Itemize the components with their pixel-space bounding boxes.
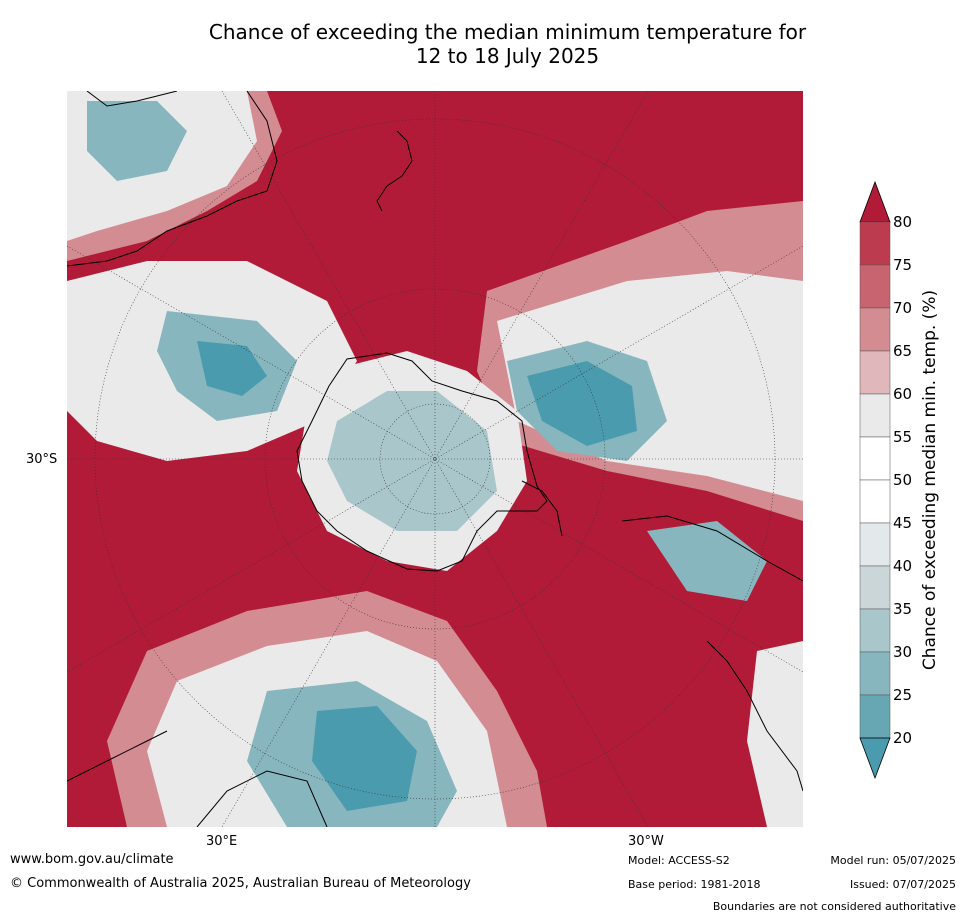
map-title: Chance of exceeding the median minimum t… bbox=[140, 20, 875, 68]
lon-label-30w: 30°W bbox=[628, 834, 664, 849]
region-antarctica-cool bbox=[327, 391, 497, 531]
colorbar-segment bbox=[859, 307, 891, 352]
colorbar-title: Chance of exceeding median min. temp. (%… bbox=[920, 289, 940, 671]
colorbar-segment bbox=[859, 393, 891, 438]
antarctic-peninsula bbox=[521, 480, 563, 537]
colorbar-tick-label: 80 bbox=[893, 213, 913, 231]
region-pacific-cool-core bbox=[312, 706, 417, 811]
colorbar-svg bbox=[859, 180, 891, 780]
antarctica-coastline bbox=[296, 352, 548, 572]
colorbar-tick-label: 40 bbox=[893, 557, 913, 575]
new-zealand-coastline bbox=[376, 130, 413, 212]
footer-copyright: © Commonwealth of Australia 2025, Austra… bbox=[10, 876, 471, 891]
south-america-coastline bbox=[621, 515, 803, 792]
colorbar-segment bbox=[859, 694, 891, 739]
region-upper-left-cool bbox=[87, 101, 187, 181]
colorbar-segment bbox=[859, 264, 891, 309]
polar-map[interactable] bbox=[67, 91, 803, 827]
footer-disclaimer: Boundaries are not considered authoritat… bbox=[712, 900, 956, 913]
colorbar-tick-label: 75 bbox=[893, 256, 913, 274]
australia-coastline bbox=[67, 91, 278, 267]
colorbar-tick-label: 60 bbox=[893, 385, 913, 403]
colorbar-segment bbox=[859, 221, 891, 266]
colorbar-tick-label: 70 bbox=[893, 299, 913, 317]
colorbar-extend-top bbox=[859, 180, 891, 223]
region-south-indian-cool-core bbox=[197, 341, 267, 396]
lat-label-30s: 30°S bbox=[26, 452, 58, 467]
colorbar-tick-label: 35 bbox=[893, 600, 913, 618]
footer-model: Model: ACCESS-S2 bbox=[628, 854, 730, 867]
colorbar-segment bbox=[859, 350, 891, 395]
colorbar-tick-label: 65 bbox=[893, 342, 913, 360]
colorbar-extend-bottom bbox=[859, 737, 891, 780]
footer-issued: Issued: 07/07/2025 bbox=[849, 878, 956, 891]
colorbar-tick-label: 55 bbox=[893, 428, 913, 446]
colorbar-segment bbox=[859, 479, 891, 524]
colorbar-segment bbox=[859, 651, 891, 696]
colorbar-tick-label: 45 bbox=[893, 514, 913, 532]
colorbar-tick-label: 20 bbox=[893, 729, 913, 747]
colorbar-tick-label: 50 bbox=[893, 471, 913, 489]
footer-base-period: Base period: 1981-2018 bbox=[628, 878, 761, 891]
footer-website[interactable]: www.bom.gov.au/climate bbox=[10, 852, 174, 867]
title-line-1: Chance of exceeding the median minimum t… bbox=[208, 20, 807, 44]
region-atlantic-cool-core bbox=[527, 361, 637, 446]
colorbar-segment bbox=[859, 608, 891, 653]
graticule bbox=[67, 91, 803, 827]
africa-coastline bbox=[67, 730, 328, 827]
colorbar bbox=[855, 180, 965, 785]
colorbar-segment bbox=[859, 565, 891, 610]
footer-model-run: Model run: 05/07/2025 bbox=[830, 854, 956, 867]
region-sa-coast-cool bbox=[647, 521, 767, 601]
colorbar-tick-label: 30 bbox=[893, 643, 913, 661]
lon-label-30e: 30°E bbox=[206, 834, 238, 849]
colorbar-tick-label: 25 bbox=[893, 686, 913, 704]
colorbar-segment bbox=[859, 522, 891, 567]
colorbar-segment bbox=[859, 436, 891, 481]
map-svg bbox=[67, 91, 803, 827]
region-right-lower-neutral bbox=[747, 641, 803, 827]
title-line-2: 12 to 18 July 2025 bbox=[415, 44, 600, 68]
